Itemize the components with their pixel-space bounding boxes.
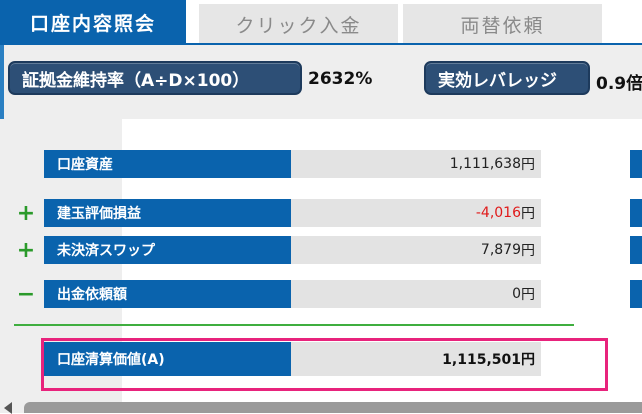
row-label: 口座資産 [44, 150, 291, 178]
tab-click-deposit[interactable]: クリック入金 [199, 4, 398, 45]
row-amount: 7,879 [480, 242, 521, 258]
row-label: 未決済スワップ [44, 236, 291, 264]
row-unit: 円 [521, 206, 535, 222]
row-unit: 円 [521, 157, 535, 173]
row-amount: 0 [512, 286, 521, 302]
tab-underline [0, 43, 642, 45]
row-label: 出金依頼額 [44, 280, 291, 308]
leverage-button[interactable]: 実効レバレッジ [424, 61, 590, 95]
right-column-stub [630, 236, 642, 264]
row-unit: 円 [521, 287, 535, 303]
table-row-unsettled-swap: + 未決済スワップ 7,879 円 [0, 236, 642, 264]
highlight-box [41, 338, 608, 391]
minus-icon: − [16, 281, 36, 307]
row-value: 1,111,638 円 [291, 150, 541, 178]
margin-rate-label: 証拠金維持率（A÷D×100） [22, 70, 250, 91]
row-label: 建玉評価損益 [44, 199, 291, 227]
margin-rate-value: 2632% [308, 69, 373, 89]
row-unit: 円 [521, 243, 535, 259]
right-column-stub [630, 199, 642, 227]
triangle-left-icon[interactable] [4, 402, 12, 414]
total-label: 口座清算価値(A) [44, 342, 291, 376]
row-amount: 1,111,638 [449, 156, 521, 172]
tab-account-inquiry[interactable]: 口座内容照会 [0, 0, 186, 45]
margin-rate-button[interactable]: 証拠金維持率（A÷D×100） [8, 61, 302, 95]
tab-bar: 口座内容照会 クリック入金 両替依頼 [0, 0, 642, 45]
row-value: -4,016 円 [291, 199, 541, 227]
horizontal-scrollbar[interactable] [24, 402, 642, 413]
tab-exchange-request[interactable]: 両替依頼 [403, 4, 602, 45]
band-edge [0, 45, 4, 119]
row-sign [16, 150, 36, 178]
total-row: 口座清算価値(A) 1,115,501円 [0, 342, 642, 376]
total-value: 1,115,501円 [291, 342, 541, 376]
plus-icon: + [16, 237, 36, 263]
leverage-value: 0.9倍 [596, 74, 642, 94]
table-row-unrealized-pl: + 建玉評価損益 -4,016 円 [0, 199, 642, 227]
right-column-stub [630, 280, 642, 308]
table-row-assets: 口座資産 1,111,638 円 [0, 150, 642, 178]
metrics-band: 証拠金維持率（A÷D×100） 2632% 実効レバレッジ 0.9倍 [0, 45, 642, 119]
row-value: 7,879 円 [291, 236, 541, 264]
right-column-stub [630, 150, 642, 178]
leverage-label: 実効レバレッジ [438, 70, 557, 91]
separator-line [14, 324, 574, 326]
row-amount: -4,016 [475, 205, 521, 221]
plus-icon: + [16, 200, 36, 226]
